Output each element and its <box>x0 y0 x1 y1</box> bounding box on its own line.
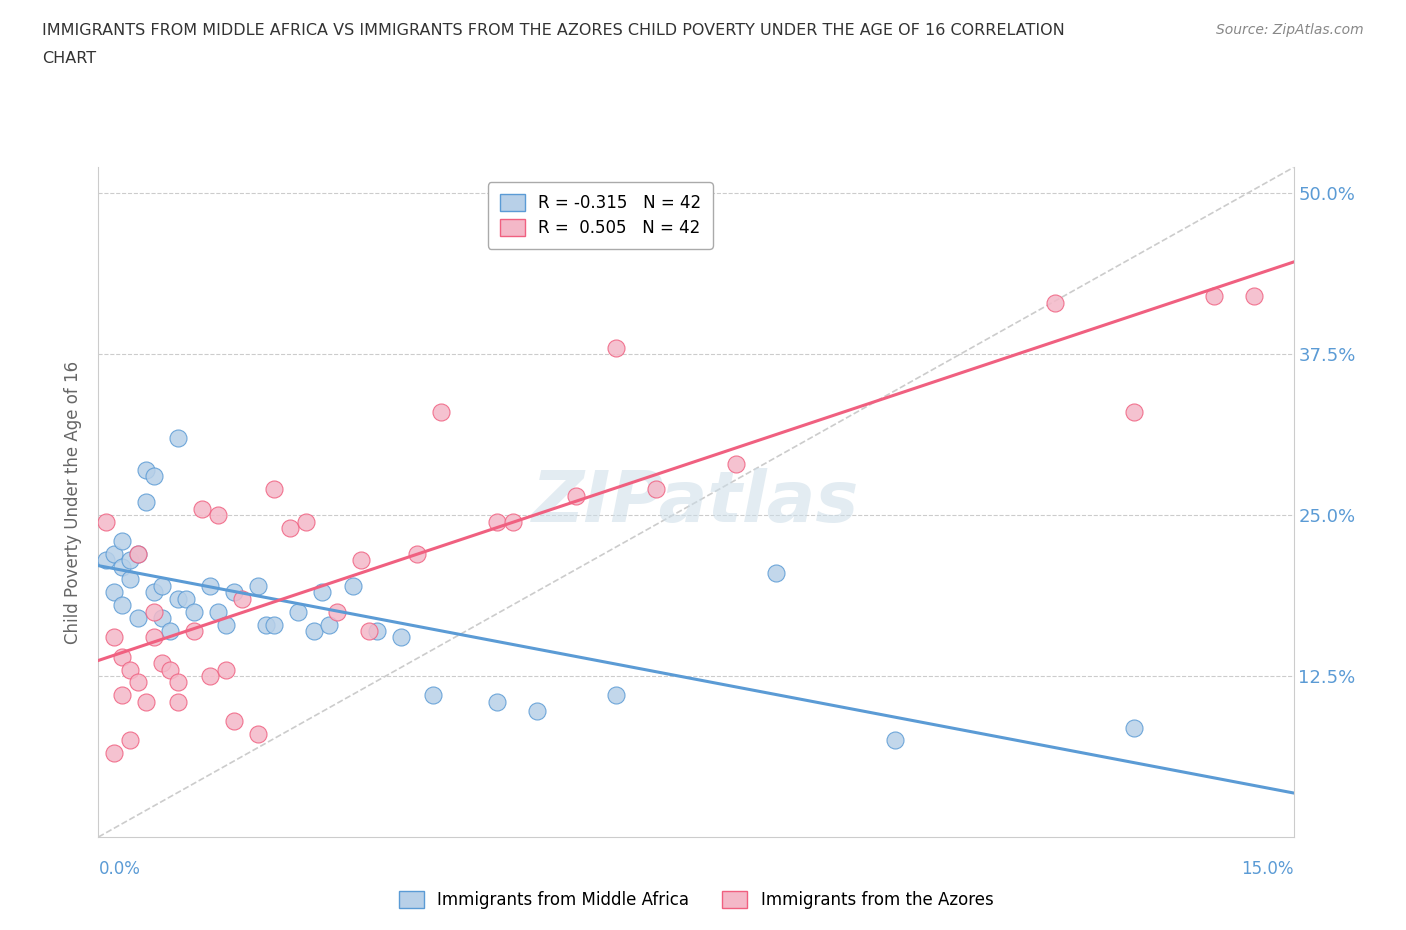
Point <box>287 604 309 619</box>
Point <box>167 695 190 710</box>
Point <box>198 669 221 684</box>
Point <box>120 572 142 587</box>
Point <box>645 482 668 497</box>
Point <box>389 630 412 644</box>
Point <box>127 675 149 690</box>
Point <box>135 495 157 510</box>
Point <box>246 578 269 593</box>
Point <box>127 611 149 626</box>
Point <box>159 662 181 677</box>
Point <box>96 552 118 567</box>
Point <box>231 591 253 606</box>
Point <box>350 552 373 567</box>
Point <box>605 340 627 355</box>
Point <box>127 546 149 561</box>
Point <box>605 688 627 703</box>
Point <box>366 623 388 638</box>
Point <box>143 469 166 484</box>
Point <box>422 688 444 703</box>
Text: ZIPatlas: ZIPatlas <box>533 468 859 537</box>
Text: 15.0%: 15.0% <box>1241 860 1294 878</box>
Point <box>1043 295 1066 310</box>
Point <box>111 649 134 664</box>
Point <box>167 591 190 606</box>
Point <box>167 675 190 690</box>
Point <box>167 431 190 445</box>
Point <box>263 618 285 632</box>
Text: CHART: CHART <box>42 51 96 66</box>
Point <box>111 688 134 703</box>
Point <box>1123 720 1146 735</box>
Point <box>135 462 157 477</box>
Point <box>159 623 181 638</box>
Point <box>565 488 588 503</box>
Point <box>150 611 173 626</box>
Legend: Immigrants from Middle Africa, Immigrants from the Azores: Immigrants from Middle Africa, Immigrant… <box>392 884 1000 916</box>
Point <box>359 623 381 638</box>
Point <box>326 604 349 619</box>
Point <box>198 578 221 593</box>
Point <box>263 482 285 497</box>
Point <box>135 695 157 710</box>
Point <box>278 521 301 536</box>
Point <box>120 552 142 567</box>
Point <box>174 591 197 606</box>
Point <box>724 456 747 471</box>
Point <box>183 623 205 638</box>
Point <box>311 585 333 600</box>
Point <box>120 662 142 677</box>
Point <box>207 508 229 523</box>
Point <box>1202 288 1225 303</box>
Point <box>143 630 166 644</box>
Point <box>127 546 149 561</box>
Point <box>111 559 134 574</box>
Point <box>342 578 364 593</box>
Point <box>120 733 142 748</box>
Text: IMMIGRANTS FROM MIDDLE AFRICA VS IMMIGRANTS FROM THE AZORES CHILD POVERTY UNDER : IMMIGRANTS FROM MIDDLE AFRICA VS IMMIGRA… <box>42 23 1064 38</box>
Point <box>526 703 548 718</box>
Point <box>111 534 134 549</box>
Point <box>318 618 340 632</box>
Point <box>1243 288 1265 303</box>
Point <box>246 726 269 741</box>
Point <box>103 585 125 600</box>
Point <box>207 604 229 619</box>
Point <box>1123 405 1146 419</box>
Point <box>215 618 238 632</box>
Point <box>215 662 238 677</box>
Point <box>502 514 524 529</box>
Point <box>485 695 508 710</box>
Point <box>430 405 453 419</box>
Point <box>103 746 125 761</box>
Point <box>150 656 173 671</box>
Point <box>103 546 125 561</box>
Text: Source: ZipAtlas.com: Source: ZipAtlas.com <box>1216 23 1364 37</box>
Point <box>302 623 325 638</box>
Point <box>406 546 429 561</box>
Text: 0.0%: 0.0% <box>98 860 141 878</box>
Point <box>96 514 118 529</box>
Point <box>222 585 245 600</box>
Point <box>222 713 245 728</box>
Y-axis label: Child Poverty Under the Age of 16: Child Poverty Under the Age of 16 <box>65 361 83 644</box>
Point <box>111 598 134 613</box>
Point <box>143 604 166 619</box>
Point <box>765 565 787 580</box>
Point <box>884 733 907 748</box>
Point <box>254 618 277 632</box>
Point <box>143 585 166 600</box>
Point <box>485 514 508 529</box>
Point <box>191 501 214 516</box>
Point <box>294 514 316 529</box>
Point <box>103 630 125 644</box>
Point <box>183 604 205 619</box>
Point <box>150 578 173 593</box>
